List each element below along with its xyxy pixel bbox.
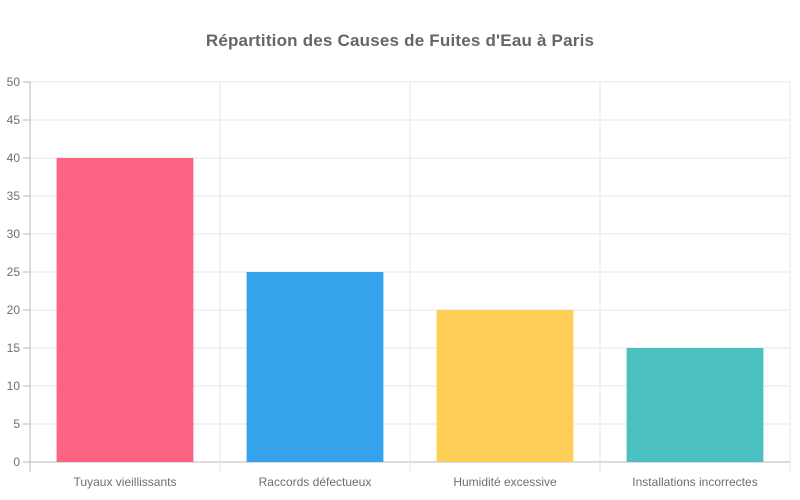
chart-bar[interactable] — [56, 158, 194, 462]
x-category-label: Raccords défectueux — [259, 475, 372, 489]
y-tick-label: 5 — [13, 417, 20, 431]
y-tick-label: 35 — [7, 189, 21, 203]
y-tick-label: 30 — [7, 227, 21, 241]
chart-bar[interactable] — [246, 272, 384, 462]
y-tick-label: 40 — [7, 151, 21, 165]
chart-bar[interactable] — [626, 348, 764, 462]
y-tick-label: 45 — [7, 113, 21, 127]
y-tick-label: 15 — [7, 341, 21, 355]
y-tick-label: 25 — [7, 265, 21, 279]
y-tick-label: 20 — [7, 303, 21, 317]
x-category-label: Humidité excessive — [453, 475, 557, 489]
chart-bar[interactable] — [436, 310, 574, 462]
y-tick-label: 0 — [13, 455, 20, 469]
y-tick-label: 10 — [7, 379, 21, 393]
x-category-label: Installations incorrectes — [632, 475, 757, 489]
x-category-label: Tuyaux vieillissants — [74, 475, 177, 489]
chart-title: Répartition des Causes de Fuites d'Eau à… — [205, 31, 595, 50]
y-tick-label: 50 — [7, 75, 21, 89]
